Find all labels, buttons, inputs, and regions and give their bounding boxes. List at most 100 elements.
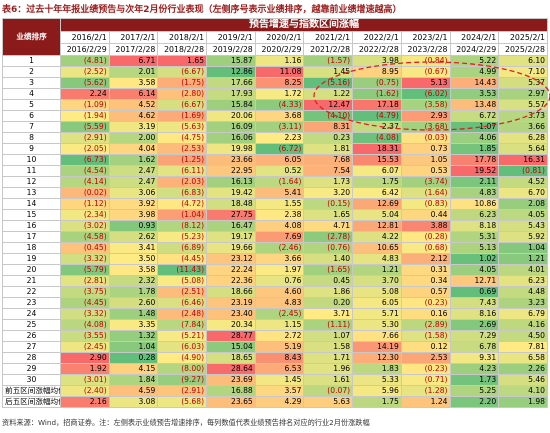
cell: (3.32) [60, 308, 110, 320]
cell: (1.12) [60, 198, 110, 210]
data-row: 26 (3.55) 1.32 (5.21) 28.77 2.72 1.07 7.66 (1.58… [2, 330, 548, 342]
cell: 2.97 [498, 88, 548, 100]
cell: 5.41 [254, 187, 305, 199]
cell: 0.45 [303, 275, 354, 287]
cell: 12.69 [352, 198, 402, 210]
cell: 0.53 [400, 165, 451, 177]
row-label: 4 [2, 88, 61, 100]
cell: 18.31 [352, 143, 402, 155]
row-label: 30 [2, 374, 61, 386]
cell: (3.55) [60, 330, 110, 342]
cell: 17.78 [449, 154, 500, 166]
cell: 4.48 [498, 286, 548, 298]
cell: (4.14) [60, 176, 110, 188]
cell: 4.99 [449, 66, 500, 78]
cell: 3.71 [303, 308, 354, 320]
cell: (1.04) [157, 209, 208, 221]
cell: (2.89) [400, 319, 451, 331]
cell: (0.71) [400, 374, 451, 386]
data-row: 11 (4.54) 2.47 (6.11) 22.95 0.52 7.54 6.07 0.53 1… [2, 165, 548, 177]
cell: (2.91) [157, 385, 208, 397]
cell: 3.23 [498, 297, 548, 309]
cell: (6.03) [157, 341, 208, 353]
cell: 8.95 [352, 66, 402, 78]
data-row: 7 (5.59) 3.19 (5.63) 16.09 (3.11) 8.31 2.37 (3.6… [2, 121, 548, 133]
cell: 19.98 [206, 143, 256, 155]
date-header: 2018/2/28 [157, 43, 208, 56]
row-label: 27 [2, 341, 61, 353]
cell: (1.69) [157, 110, 208, 122]
cell: 1.04 [108, 341, 159, 353]
cell: 4.60 [254, 286, 305, 298]
cell: (5.59) [60, 121, 110, 133]
cell: 23.19 [206, 297, 256, 309]
cell: 28.77 [206, 330, 256, 342]
cell: 19.17 [206, 231, 256, 243]
cell: (3.02) [60, 220, 110, 232]
date-header: 2020/2/1 [254, 31, 305, 44]
cell: (1.75) [157, 77, 208, 89]
cell: 1.45 [254, 374, 305, 386]
cell: 1.92 [60, 363, 110, 375]
cell: 2.60 [108, 297, 159, 309]
cell: (6.02) [400, 88, 451, 100]
cell: 3.88 [400, 220, 451, 232]
cell: 18.65 [206, 352, 256, 364]
data-row: 1 (4.81) 6.71 1.65 15.87 1.16 (1.57) 3.98 (0.84)… [2, 55, 548, 67]
title: 表6：过去十年年报业绩预告与次年2月份行业表现（左侧序号表示业绩排序，越靠前业绩… [2, 5, 402, 15]
cell: 12.30 [352, 352, 402, 364]
cell: 2.38 [254, 209, 305, 221]
cell: 2.47 [108, 165, 159, 177]
cell: 6.07 [352, 165, 402, 177]
cell: (4.81) [60, 55, 110, 67]
date-header: 2019/2/1 [206, 31, 256, 44]
cell: 3.53 [449, 88, 500, 100]
cell: 2.90 [60, 352, 110, 364]
date-header: 2021/2/1 [303, 31, 354, 44]
cell: (2.53) [157, 143, 208, 155]
cell: 14.19 [352, 341, 402, 353]
row-label: 1 [2, 55, 61, 67]
cell: 5.43 [498, 220, 548, 232]
cell: 4.06 [449, 132, 500, 144]
cell: 5.13 [400, 77, 451, 89]
cell: 0.52 [254, 165, 305, 177]
cell: 5.64 [498, 143, 548, 155]
cell: 23.69 [206, 374, 256, 386]
cell: 19.52 [449, 165, 500, 177]
row-label: 14 [2, 198, 61, 210]
cell: (5.79) [60, 264, 110, 276]
data-row: 18 (0.45) 3.41 (6.89) 19.66 (2.46) (0.76) 10.65… [2, 242, 548, 254]
data-row: 30 (3.01) 1.84 (9.27) 23.69 1.45 1.61 5.33 (0.71… [2, 374, 548, 386]
cell: (5.62) [60, 77, 110, 89]
row-label: 5 [2, 99, 61, 111]
cell: 3.98 [352, 55, 402, 67]
cell: 6.58 [498, 352, 548, 364]
cell: 6.78 [449, 341, 500, 353]
data-row: 13 (0.02) 3.06 (6.83) 19.42 5.41 3.20 6.42 (1.64… [2, 187, 548, 199]
data-row: 6 (1.94) 4.62 (1.69) 20.06 3.68 (4.10) (4.79) 2.… [2, 110, 548, 122]
cell: 4.15 [108, 363, 159, 375]
cell: 23.66 [206, 154, 256, 166]
data-row: 28 2.90 0.28 (4.90) 18.65 8.43 1.71 12.30 2.53 9.… [2, 352, 548, 364]
cell: 5.31 [449, 231, 500, 243]
cell: 16.13 [206, 176, 256, 188]
cell: 1.55 [254, 198, 305, 210]
cell: 4.05 [498, 209, 548, 221]
cell: 1.02 [449, 253, 500, 265]
cell: (4.90) [157, 352, 208, 364]
cell: 3.57 [254, 385, 305, 397]
cell: 5.19 [254, 341, 305, 353]
data-row: 8 (2.91) 2.00 (4.75) 16.06 2.23 0.23 (4.08) (0.0… [2, 132, 548, 144]
cell: 5.63 [303, 396, 354, 408]
cell: 16.06 [206, 132, 256, 144]
cell: (8.12) [157, 220, 208, 232]
cell: 23.12 [206, 253, 256, 265]
cell: (4.10) [303, 110, 354, 122]
cell: 0.31 [400, 264, 451, 276]
date-header: 2024/2/1 [449, 31, 500, 44]
cell: 5.92 [498, 231, 548, 243]
data-row: 10 (6.73) 1.62 (1.25) 23.66 6.05 7.68 15.53 1.05… [2, 154, 548, 166]
cell: (5.23) [157, 231, 208, 243]
cell: 0.57 [400, 286, 451, 298]
